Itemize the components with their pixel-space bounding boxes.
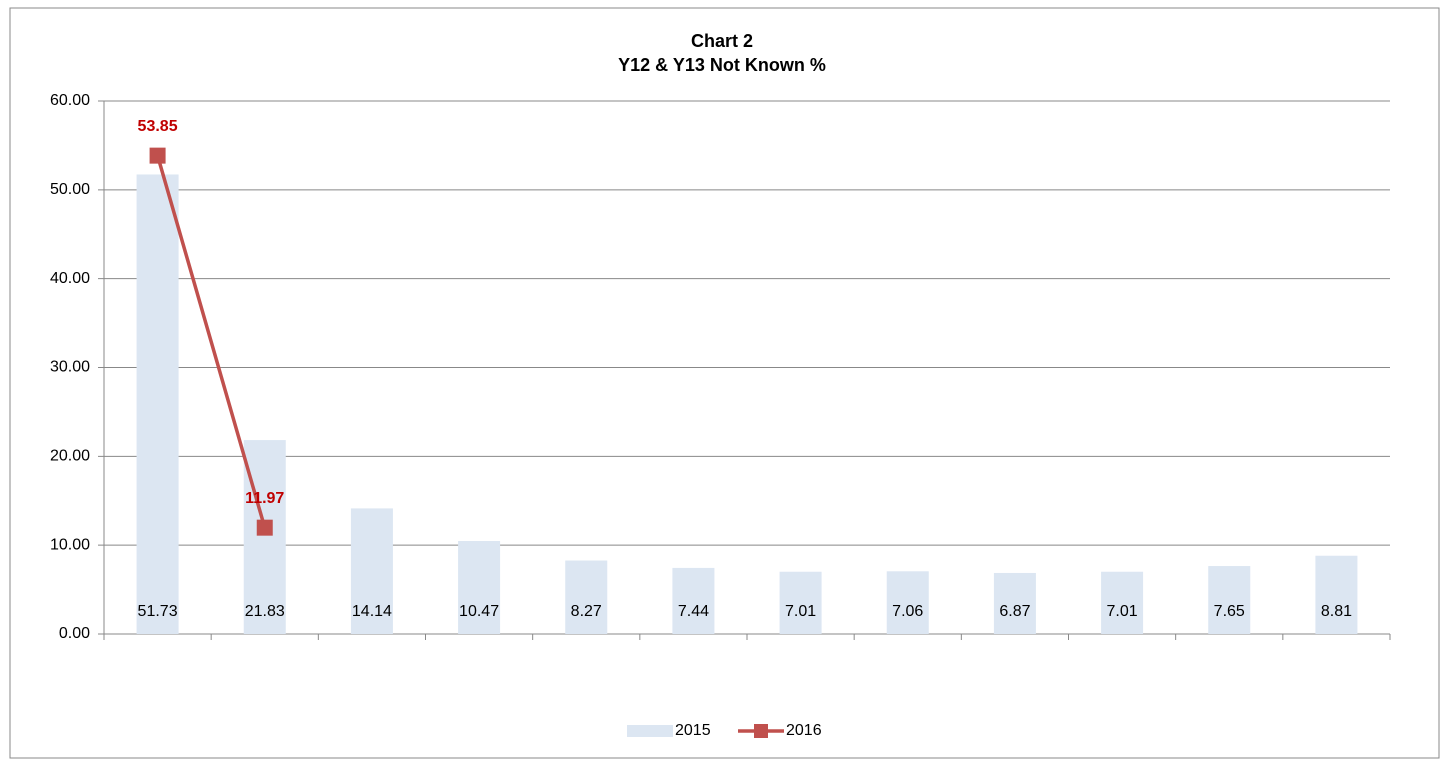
bar-value-label: 7.06 <box>892 603 923 620</box>
legend-marker <box>754 724 768 738</box>
bar <box>1315 555 1358 634</box>
legend-label: 2016 <box>786 722 822 739</box>
bar <box>1208 566 1251 634</box>
y-tick-label: 10.00 <box>50 536 90 553</box>
bar <box>672 567 715 634</box>
bar-value-label: 8.81 <box>1321 603 1352 620</box>
bar-value-label: 21.83 <box>245 603 285 620</box>
bar-value-label: 14.14 <box>352 603 392 620</box>
line-marker <box>149 147 166 164</box>
bar <box>1101 571 1144 634</box>
bar <box>993 572 1036 634</box>
bar <box>886 571 929 634</box>
bar <box>565 560 608 634</box>
chart-subtitle: Y12 & Y13 Not Known % <box>618 55 826 75</box>
bar-value-label: 8.27 <box>571 603 602 620</box>
bar-value-label: 7.01 <box>785 603 816 620</box>
legend-swatch <box>627 725 673 737</box>
chart-title: Chart 2 <box>691 31 753 51</box>
y-tick-label: 60.00 <box>50 92 90 109</box>
y-tick-label: 40.00 <box>50 270 90 287</box>
bar-value-label: 7.44 <box>678 603 709 620</box>
y-tick-label: 50.00 <box>50 181 90 198</box>
line-marker <box>256 519 273 536</box>
bar <box>243 440 286 634</box>
bar <box>779 571 822 634</box>
y-tick-label: 20.00 <box>50 448 90 465</box>
y-tick-label: 0.00 <box>59 625 90 642</box>
line <box>155 155 267 529</box>
bar-value-label: 7.01 <box>1107 603 1138 620</box>
line-value-label: 11.97 <box>245 490 284 507</box>
bar <box>350 508 393 634</box>
y-tick-label: 30.00 <box>50 359 90 376</box>
bar-value-label: 10.47 <box>459 603 499 620</box>
bar <box>458 540 501 634</box>
bar-value-label: 7.65 <box>1214 603 1245 620</box>
line-value-label: 53.85 <box>138 118 178 135</box>
bar-value-label: 51.73 <box>138 603 178 620</box>
bar <box>136 174 179 635</box>
legend-label: 2015 <box>675 722 711 739</box>
bar-value-label: 6.87 <box>999 603 1030 620</box>
